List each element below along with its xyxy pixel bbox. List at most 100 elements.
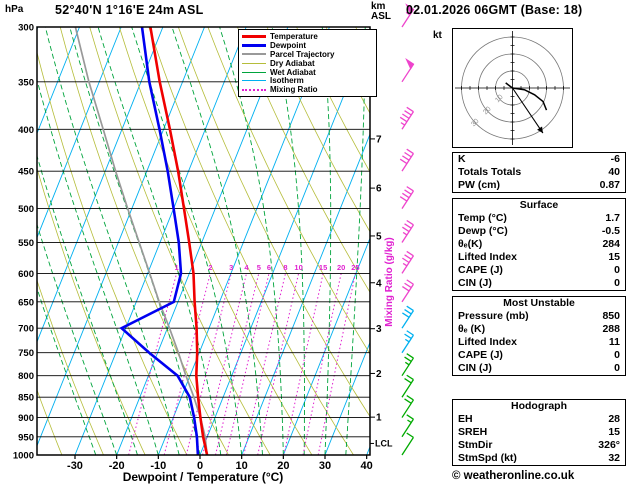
- isotherm-line: [37, 27, 205, 447]
- temperature-tick-label: 40: [361, 460, 373, 472]
- mixing-ratio-value-label: 10: [294, 263, 302, 272]
- table-row: Temp (°C) 1.7: [453, 212, 625, 225]
- wind-barb: [399, 148, 414, 172]
- wind-barb: [401, 353, 414, 377]
- legend-line-sample: [242, 71, 266, 73]
- station-title: 52°40'N 1°16'E 24m ASL: [55, 3, 204, 17]
- table-row: Dewp (°C) -0.5: [453, 225, 625, 238]
- isotherm-line: [74, 27, 247, 455]
- wet-adiabat-line: [69, 27, 201, 455]
- table-row-value: 0: [614, 362, 620, 374]
- table-row-label: EH: [458, 413, 473, 425]
- wind-barb: [401, 432, 414, 456]
- table-row-value: 0: [614, 277, 620, 289]
- storm-motion-vector: [512, 87, 544, 134]
- pressure-tick-label: 600: [18, 269, 34, 280]
- dry-adiabat-line: [237, 27, 370, 294]
- km-tick-label: 7: [376, 134, 382, 145]
- table-row: K -6: [453, 153, 625, 166]
- dry-adiabat-line: [37, 388, 63, 455]
- table-row-label: Pressure (mb): [458, 310, 529, 322]
- table-row: CIN (J) 0: [453, 362, 625, 375]
- wind-barb: [401, 279, 414, 303]
- pressure-axis-unit: hPa: [5, 4, 24, 15]
- pressure-tick-label: 900: [18, 413, 34, 424]
- hodograph-ring-label: 20: [482, 106, 493, 117]
- pressure-tick-label: 950: [18, 432, 34, 443]
- mixing-ratio-line: [257, 273, 300, 455]
- table-row-label: Lifted Index: [458, 251, 517, 263]
- wind-barb: [401, 374, 414, 398]
- mixing-ratio-value-label: 8: [283, 263, 287, 272]
- legend-item: Parcel Trajectory: [242, 50, 373, 59]
- km-tick-label: 6: [376, 184, 382, 195]
- wind-barb: [401, 414, 414, 438]
- pressure-tick-label: 300: [18, 23, 34, 34]
- wet-adiabat-line: [37, 286, 97, 455]
- legend-item: Mixing Ratio: [242, 85, 373, 94]
- mixing-ratio-line: [225, 273, 270, 455]
- isotherm-line: [37, 27, 122, 239]
- temperature-tick-label: -10: [150, 460, 166, 472]
- legend-line-sample: [242, 62, 266, 64]
- dry-adiabat-line: [59, 27, 229, 455]
- mixing-ratio-value-label: 15: [319, 263, 327, 272]
- pressure-tick-label: 700: [18, 324, 34, 335]
- pressure-tick-label: 800: [18, 371, 34, 382]
- table-row-value: 1.7: [605, 212, 620, 224]
- legend-item: Dry Adiabat: [242, 59, 373, 68]
- legend-line-sample: [242, 53, 266, 56]
- legend-item: Dewpoint: [242, 41, 373, 50]
- parcel-trajectory-curve: [74, 27, 208, 455]
- table-row: PW (cm) 0.87: [453, 179, 625, 192]
- table-row: θₑ(K) 284: [453, 238, 625, 251]
- hodograph-ring-label: 30: [470, 118, 481, 129]
- wind-barb: [401, 330, 414, 354]
- isotherm-line: [199, 28, 370, 455]
- dewpoint-curve: [119, 27, 200, 455]
- isotherm-line: [324, 341, 370, 455]
- storm-motion-arrowhead: [537, 126, 543, 134]
- altitude-axis-unit: km ASL: [371, 2, 391, 22]
- isotherm-line: [241, 133, 370, 455]
- pressure-tick-label: 500: [18, 204, 34, 215]
- temperature-tick-label: -20: [109, 460, 125, 472]
- wet-adiabat-line: [321, 27, 332, 455]
- wind-barb: [399, 186, 414, 209]
- asl-label: ASL: [371, 11, 391, 22]
- km-tick-label: 1: [376, 413, 382, 424]
- mixing-ratio-value-label: 4: [244, 263, 249, 272]
- isotherm-line: [37, 27, 164, 343]
- table-row-label: Temp (°C): [458, 212, 507, 224]
- table-row-label: Dewp (°C): [458, 225, 508, 237]
- legend: Temperature Dewpoint Parcel Trajectory Dry …: [238, 29, 377, 98]
- table-row-label: Totals Totals: [458, 166, 522, 178]
- legend-item-label: Mixing Ratio: [270, 85, 318, 95]
- wind-barb: [401, 305, 414, 329]
- table-row-value: 284: [602, 238, 620, 250]
- table-row-value: -6: [610, 153, 620, 165]
- wind-barb: [401, 219, 414, 243]
- table-row-value: 28: [608, 413, 620, 425]
- table-row-label: SREH: [458, 426, 488, 438]
- legend-line-sample: [242, 80, 266, 82]
- table-row-label: Lifted Index: [458, 336, 517, 348]
- table-row: θₑ (K) 288: [453, 323, 625, 336]
- table-row-value: 326°: [598, 439, 620, 451]
- temperature-tick-label: -30: [67, 460, 83, 472]
- hodograph-unit-label: kt: [433, 30, 442, 41]
- mixing-ratio-line: [185, 273, 232, 455]
- temperature-tick-label: 30: [319, 460, 331, 472]
- mixing-ratio-value-label: 2: [208, 263, 212, 272]
- pressure-tick-label: 550: [18, 238, 34, 249]
- isotherm-line: [282, 237, 370, 455]
- legend-item-label: Parcel Trajectory: [270, 49, 335, 59]
- table-row-value: 0: [614, 349, 620, 361]
- table-row-value: 15: [608, 251, 620, 263]
- table-row-value: 0: [614, 264, 620, 276]
- hodograph-ring-label: 10: [494, 94, 505, 105]
- table-row-label: θₑ(K): [458, 238, 483, 250]
- table-row: StmSpd (kt) 32: [453, 452, 625, 465]
- mixing-ratio-value-label: 1: [175, 263, 179, 272]
